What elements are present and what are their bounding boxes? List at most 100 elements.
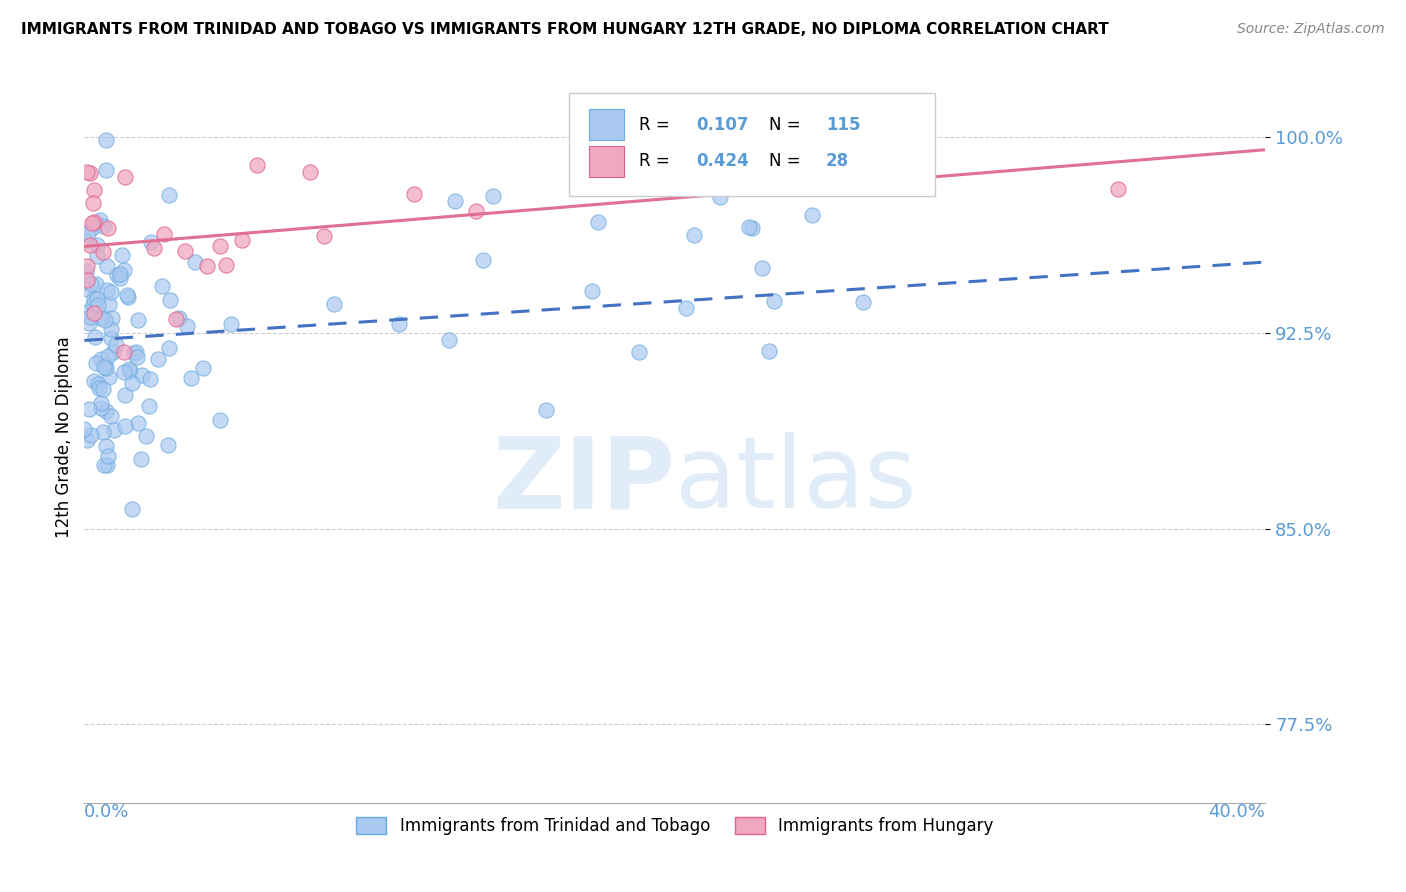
Point — [143, 241, 166, 255]
Point — [180, 371, 202, 385]
Point — [1107, 182, 1129, 196]
Point — [801, 209, 824, 223]
Point — [96, 260, 118, 274]
Point — [138, 400, 160, 414]
Point — [581, 284, 603, 298]
Point — [90, 310, 112, 325]
Point — [75, 264, 97, 278]
Point — [675, 301, 697, 315]
Point — [75, 234, 97, 248]
Point — [94, 358, 117, 372]
Point — [118, 362, 141, 376]
Point — [100, 322, 122, 336]
Point — [89, 381, 111, 395]
Point — [758, 344, 780, 359]
Point — [94, 134, 117, 148]
Point — [96, 458, 118, 473]
Point — [93, 383, 115, 397]
Point — [89, 213, 111, 227]
Point — [76, 273, 98, 287]
Point — [94, 403, 117, 417]
Point — [215, 258, 238, 272]
Text: IMMIGRANTS FROM TRINIDAD AND TOBAGO VS IMMIGRANTS FROM HUNGARY 12TH GRADE, NO DI: IMMIGRANTS FROM TRINIDAD AND TOBAGO VS I… — [21, 22, 1109, 37]
Point — [741, 221, 763, 235]
Point — [323, 297, 346, 311]
Point — [683, 228, 706, 243]
Point — [246, 158, 269, 172]
Point — [851, 295, 873, 310]
Point — [100, 409, 122, 424]
Point — [79, 237, 101, 252]
Point — [79, 166, 101, 180]
Point — [86, 292, 108, 306]
Point — [534, 403, 557, 417]
Point — [157, 188, 180, 202]
Point — [118, 364, 141, 378]
Text: Source: ZipAtlas.com: Source: ZipAtlas.com — [1237, 22, 1385, 37]
Point — [87, 298, 110, 312]
Text: ZIP: ZIP — [492, 433, 675, 530]
Text: 0.107: 0.107 — [696, 116, 748, 134]
Point — [231, 233, 253, 247]
Point — [93, 458, 115, 473]
Point — [84, 356, 107, 370]
Point — [115, 288, 138, 302]
Point — [472, 253, 495, 268]
Point — [80, 427, 103, 442]
Point — [191, 361, 214, 376]
Point — [121, 376, 143, 391]
Point — [464, 203, 486, 218]
Text: 40.0%: 40.0% — [1209, 803, 1265, 821]
Point — [150, 279, 173, 293]
Point — [125, 344, 148, 359]
Text: 0.0%: 0.0% — [84, 803, 129, 821]
Point — [127, 312, 149, 326]
Point — [121, 501, 143, 516]
Point — [117, 290, 139, 304]
Point — [76, 282, 98, 296]
Point — [80, 277, 103, 292]
Point — [208, 239, 231, 253]
Text: R =: R = — [640, 153, 675, 170]
Point — [114, 419, 136, 434]
Point — [89, 401, 111, 415]
Point — [90, 351, 112, 366]
Point — [108, 271, 131, 285]
Point — [402, 187, 425, 202]
Point — [588, 215, 610, 229]
Point — [83, 374, 105, 388]
Text: N =: N = — [769, 153, 806, 170]
Point — [105, 338, 128, 352]
Point — [195, 259, 218, 273]
Point — [167, 311, 190, 326]
Point — [183, 254, 205, 268]
Text: 0.424: 0.424 — [696, 153, 749, 170]
Text: R =: R = — [640, 116, 675, 134]
Point — [159, 293, 181, 307]
Point — [94, 313, 117, 327]
Point — [90, 396, 112, 410]
Point — [96, 283, 118, 297]
Point — [709, 189, 731, 203]
Point — [176, 319, 198, 334]
Point — [131, 368, 153, 383]
Point — [96, 439, 118, 453]
Point — [73, 422, 96, 436]
Point — [82, 297, 104, 311]
Point — [76, 165, 98, 179]
FancyBboxPatch shape — [589, 110, 624, 140]
Point — [129, 451, 152, 466]
Point — [127, 416, 149, 430]
Point — [91, 245, 114, 260]
Point — [82, 221, 104, 235]
Point — [738, 219, 761, 234]
Point — [83, 215, 105, 229]
Point — [94, 361, 117, 376]
Point — [208, 413, 231, 427]
Point — [112, 345, 135, 359]
Point — [100, 311, 122, 326]
Text: 115: 115 — [827, 116, 860, 134]
Point — [105, 268, 128, 282]
Point — [103, 423, 125, 437]
Point — [97, 349, 120, 363]
